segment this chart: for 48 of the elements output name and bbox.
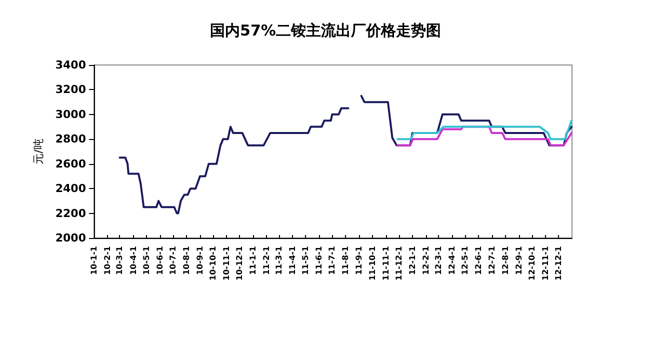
x-tick-label: 11-5-1 (301, 246, 310, 275)
x-tick-label: 12-5-1 (460, 246, 470, 275)
line-series (396, 126, 573, 146)
y-tick-label: 3000 (55, 108, 86, 121)
x-tick-label: 11-6-1 (314, 246, 324, 275)
x-tick-label: 12-10-1 (527, 246, 536, 280)
y-tick-label: 3400 (55, 58, 86, 72)
x-tick-label: 12-9-1 (514, 246, 524, 275)
y-tick-label: 2200 (55, 206, 86, 220)
x-tick-label: 12-1-1 (408, 246, 417, 275)
x-tick-label: 10-6-1 (155, 246, 164, 275)
line-series (396, 120, 573, 140)
y-tick-label: 2600 (55, 157, 86, 170)
x-tick-label: 10-8-1 (182, 246, 191, 275)
x-tick-label: 11-12-1 (394, 246, 404, 280)
x-tick-label: 10-11-1 (222, 246, 232, 280)
x-tick-label: 12-8-1 (500, 246, 510, 275)
x-tick-label: 10-10-1 (208, 246, 218, 280)
x-tick-label: 10-3-1 (115, 246, 124, 275)
x-tick-label: 12-4-1 (448, 246, 457, 275)
x-tick-label: 11-7-1 (328, 246, 337, 275)
x-tick-label: 11-9-1 (354, 246, 364, 275)
x-tick-label: 10-1-1 (90, 246, 98, 275)
chart-title: 国内57%二铵主流出厂价格走势图 (210, 22, 441, 40)
x-tick-label: 10-5-1 (142, 246, 151, 275)
x-tick-label: 11-8-1 (341, 246, 350, 275)
x-tick-label: 11-11-1 (381, 246, 390, 280)
x-tick-label: 10-12-1 (235, 246, 244, 280)
y-tick-label: 2000 (55, 232, 86, 244)
x-tick-label: 12-11-1 (540, 246, 550, 280)
x-tick-label: 10-4-1 (128, 246, 138, 275)
x-tick-label: 11-10-1 (368, 246, 377, 280)
y-tick-label: 2400 (55, 182, 86, 196)
y-tick-label: 2800 (55, 132, 86, 146)
x-tick-label: 10-9-1 (195, 246, 204, 275)
x-tick-label: 10-2-1 (103, 246, 112, 275)
x-tick-label: 12-7-1 (487, 246, 496, 275)
x-tick-label: 12-12-1 (554, 246, 563, 280)
x-tick-label: 11-1-1 (248, 246, 258, 275)
x-tick-label: 11-3-1 (274, 246, 284, 275)
y-axis-title: 元/吨 (32, 138, 45, 164)
x-tick-label: 11-2-1 (262, 246, 272, 275)
x-tick-label: 12-3-1 (434, 246, 444, 275)
x-tick-label: 12-2-1 (421, 246, 430, 275)
x-tick-label: 11-4-1 (288, 246, 297, 275)
x-tick-label: 10-7-1 (168, 246, 178, 275)
x-tick-label: 12-6-1 (474, 246, 484, 275)
y-tick-label: 3200 (55, 83, 86, 96)
